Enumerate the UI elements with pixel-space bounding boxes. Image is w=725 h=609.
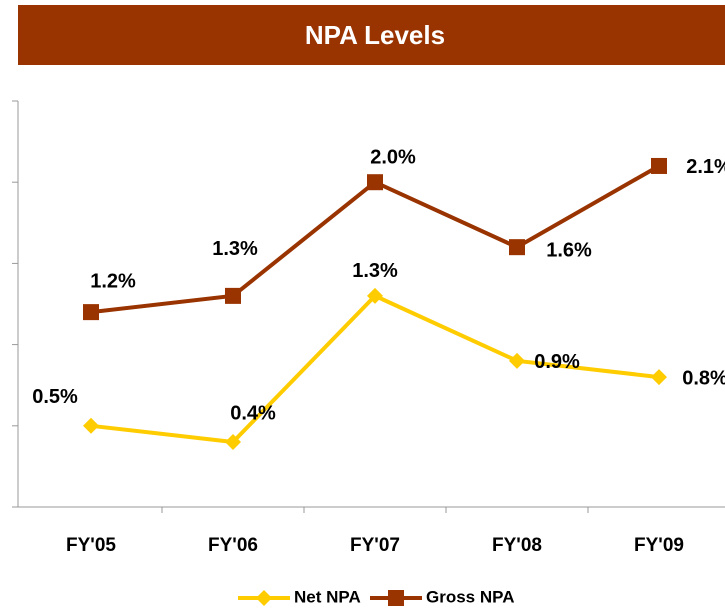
x-tick-label: FY'05 — [66, 535, 116, 556]
series-marker — [367, 287, 383, 304]
chart-title: NPA Levels — [305, 20, 445, 50]
legend-marker — [388, 590, 404, 606]
x-tick-label: FY'08 — [492, 535, 542, 556]
data-label: 0.8% — [682, 367, 725, 389]
x-tick-label: FY'09 — [634, 535, 684, 556]
series-marker — [225, 287, 241, 304]
series-marker — [83, 417, 99, 434]
data-label: 0.5% — [32, 386, 78, 408]
title-bar — [18, 5, 725, 65]
x-tick-label: FY'07 — [350, 535, 400, 556]
data-label: 1.3% — [352, 260, 398, 282]
legend-label: Net NPA — [294, 587, 361, 606]
x-tick-label: FY'06 — [208, 535, 258, 556]
data-label: 0.4% — [230, 402, 276, 424]
data-label: 2.0% — [370, 146, 416, 168]
series-marker — [651, 369, 667, 386]
data-label: 1.2% — [90, 270, 136, 292]
series-marker — [651, 157, 667, 174]
data-label: 0.9% — [534, 351, 580, 373]
data-label: 1.3% — [212, 238, 258, 260]
data-label: 1.6% — [546, 239, 592, 261]
series-marker — [367, 174, 383, 191]
series-marker — [83, 304, 99, 321]
legend-marker — [256, 590, 272, 606]
data-label: 2.1% — [686, 156, 725, 178]
series-marker — [509, 352, 525, 369]
series-marker — [509, 239, 525, 256]
series-marker — [225, 434, 241, 451]
legend-label: Gross NPA — [426, 587, 515, 606]
